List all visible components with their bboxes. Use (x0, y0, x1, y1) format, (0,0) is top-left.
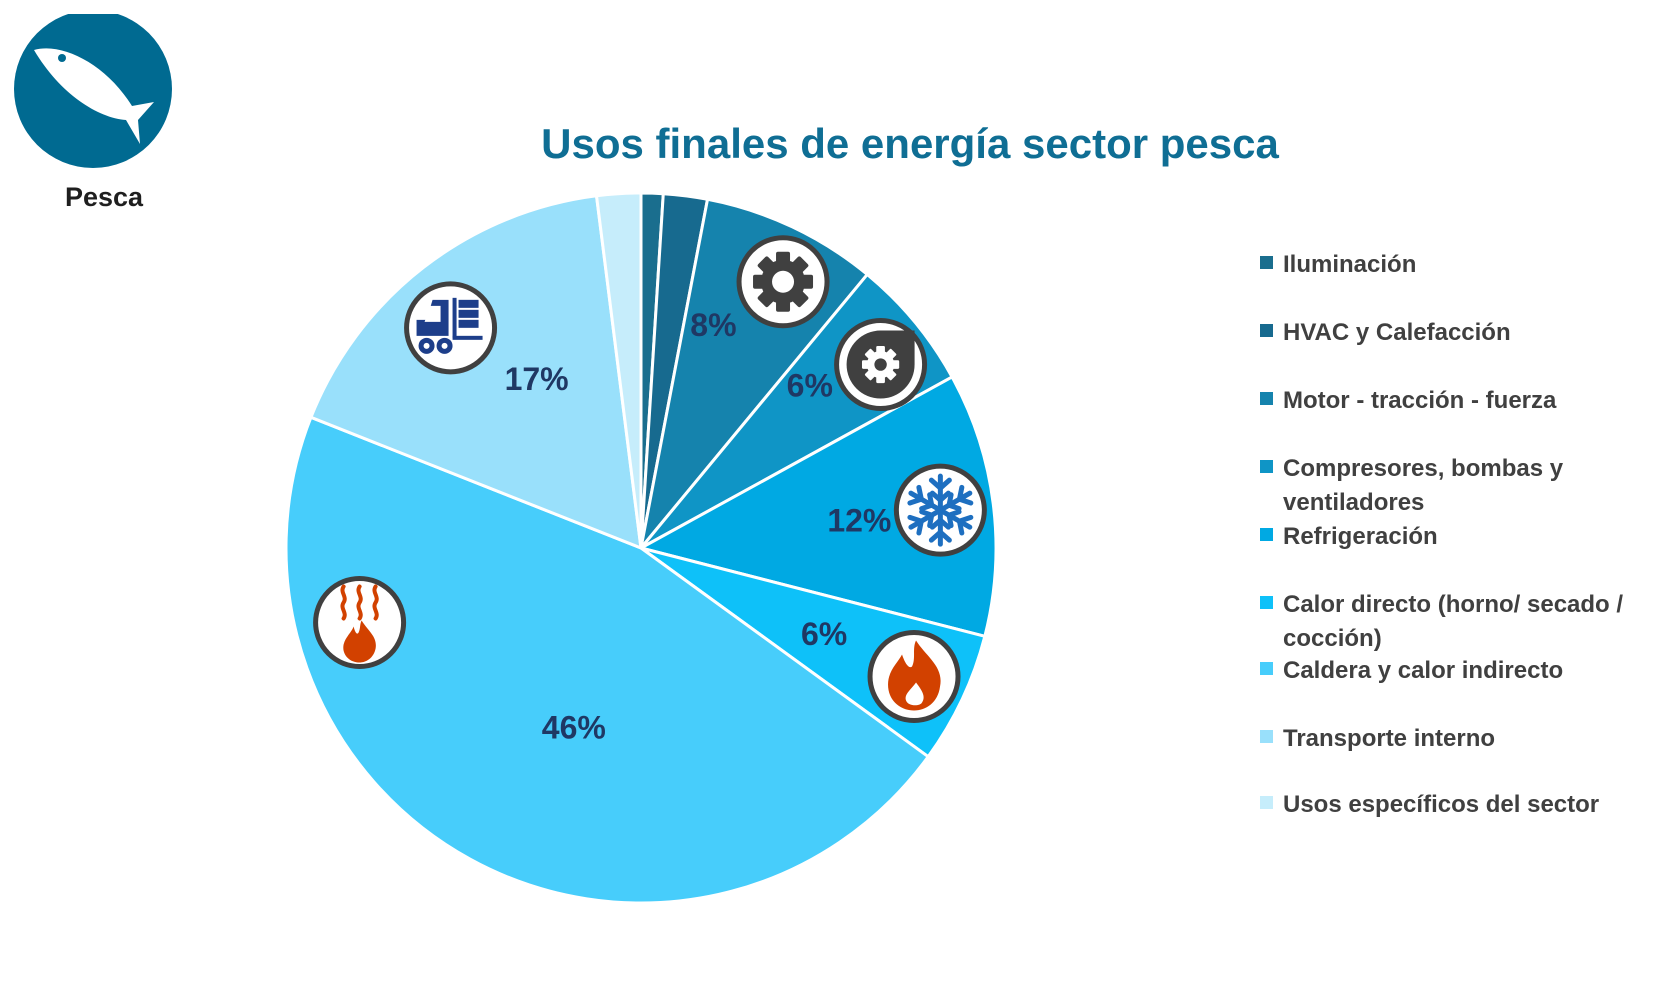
fish-logo (14, 10, 172, 168)
legend-label: HVAC y Calefacción (1283, 319, 1511, 346)
data-labels: 8% 6% 12% 6% 46% 17% (505, 307, 892, 745)
legend-item: Transporte interno (1260, 722, 1670, 756)
legend-label: Usos específicos del sector (1283, 791, 1600, 818)
data-label: 46% (542, 710, 606, 746)
legend-swatch (1260, 256, 1273, 269)
data-label: 8% (690, 307, 736, 343)
legend-item: Iluminación (1260, 248, 1670, 282)
legend-swatch (1260, 730, 1273, 743)
legend-item: Refrigeración (1260, 520, 1670, 554)
legend-item: Motor - tracción - fuerza (1260, 384, 1670, 418)
legend-swatch (1260, 324, 1273, 337)
legend-label: Calor directo (horno/ secado / cocción) (1283, 591, 1624, 652)
pie-slice (636, 374, 998, 639)
legend-item: Usos específicos del sector (1260, 788, 1670, 822)
pie-slices (284, 191, 998, 905)
pie-slice (594, 191, 643, 549)
legend-item: Caldera y calor indirecto (1260, 654, 1670, 688)
data-label: 6% (787, 367, 833, 403)
legend-item: HVAC y Calefacción (1260, 316, 1670, 350)
legend-swatch (1260, 596, 1273, 609)
fish-icon (34, 48, 154, 144)
data-label: 12% (827, 502, 891, 538)
slice-icons (313, 235, 987, 723)
chart-title: Usos finales de energía sector pesca (541, 120, 1279, 167)
logo: Pesca (14, 10, 184, 212)
data-label: 17% (505, 361, 569, 397)
forklift-icon (404, 281, 498, 375)
legend-swatch (1260, 392, 1273, 405)
pie-slice (308, 194, 643, 551)
legend-item: Calor directo (horno/ secado / cocción) (1260, 588, 1670, 656)
pump-gear-icon (834, 318, 928, 412)
legend-swatch (1260, 528, 1273, 541)
data-label: 6% (801, 616, 847, 652)
legend-label: Transporte interno (1283, 725, 1496, 752)
legend-swatch (1260, 662, 1273, 675)
legend-swatch (1260, 460, 1273, 473)
legend-label: Iluminación (1283, 251, 1417, 278)
flame-icon (867, 629, 961, 723)
legend-label: Caldera y calor indirecto (1283, 657, 1564, 684)
legend-swatch (1260, 796, 1273, 809)
legend-label: Motor - tracción - fuerza (1283, 387, 1557, 414)
logo-caption: Pesca (64, 182, 144, 212)
gear-icon (736, 235, 830, 329)
legend-label: Compresores, bombas y ventiladores (1283, 455, 1564, 516)
legend-item: Compresores, bombas y ventiladores (1260, 452, 1670, 520)
heat-flame-icon (313, 576, 407, 670)
snowflake-icon (893, 463, 987, 557)
pie-slice (284, 415, 931, 905)
legend-label: Refrigeración (1283, 523, 1438, 550)
